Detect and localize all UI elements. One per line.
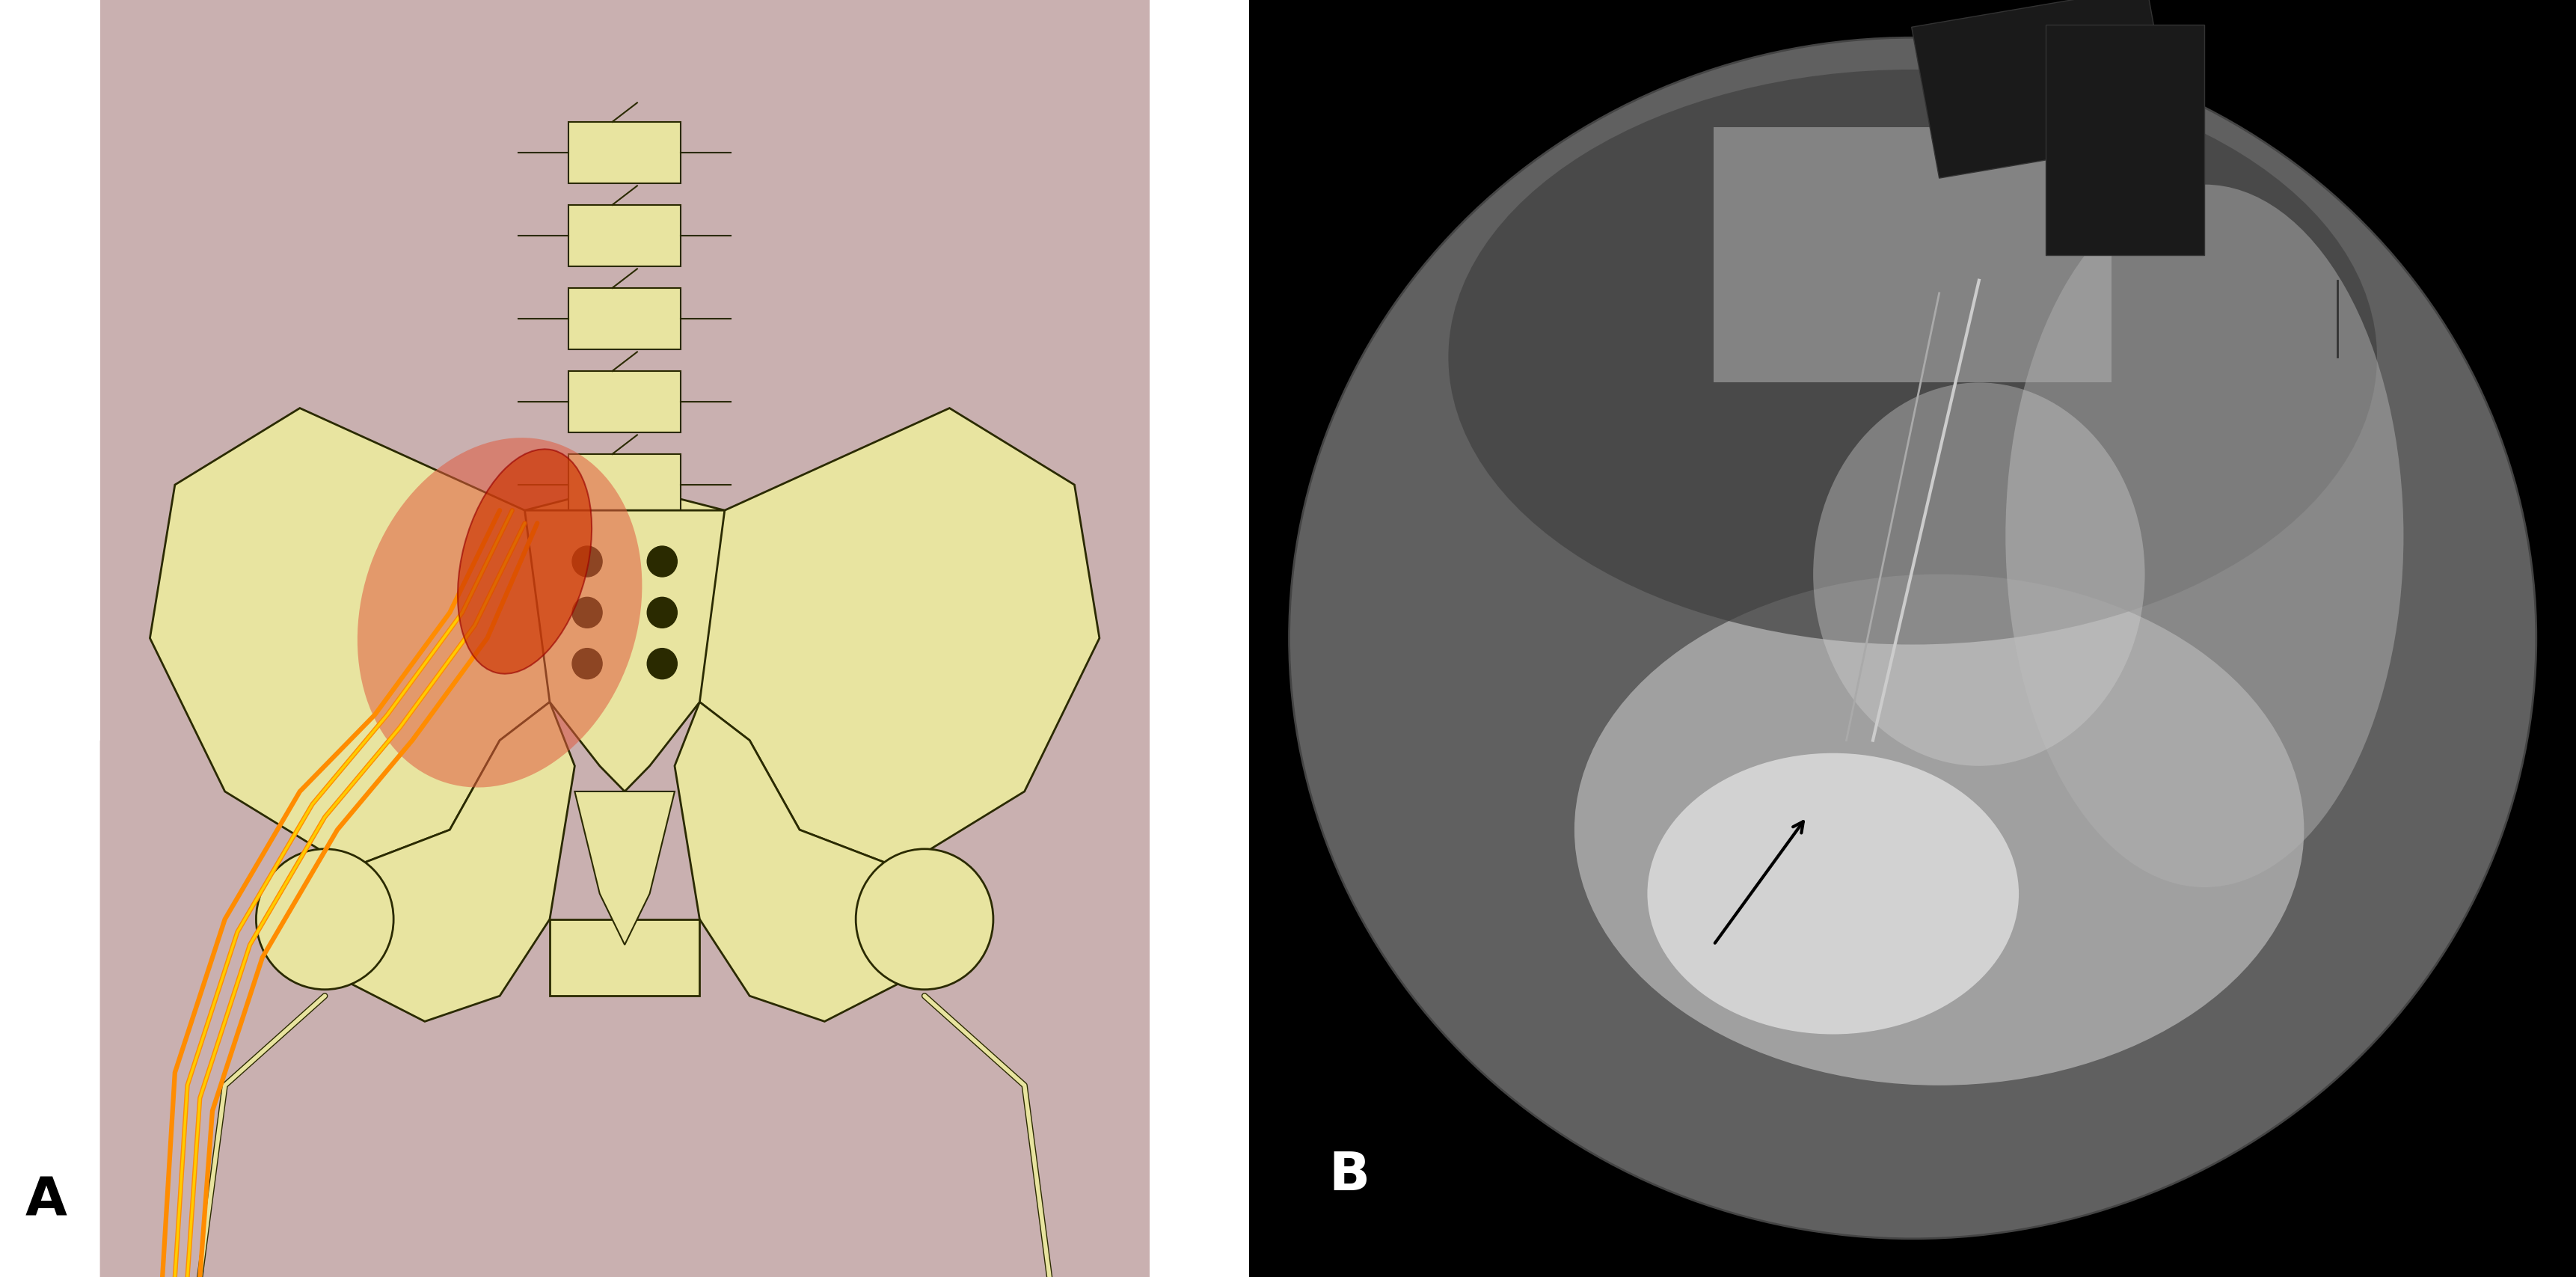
Text: B: B: [1329, 1149, 1370, 1200]
Polygon shape: [675, 702, 925, 1022]
Polygon shape: [526, 511, 724, 792]
Polygon shape: [149, 409, 623, 868]
Ellipse shape: [1448, 70, 2378, 645]
Circle shape: [572, 547, 603, 577]
Bar: [1713, 128, 2112, 383]
Ellipse shape: [459, 450, 592, 674]
Circle shape: [647, 547, 677, 577]
Circle shape: [647, 649, 677, 679]
Circle shape: [572, 598, 603, 628]
Ellipse shape: [1649, 753, 2020, 1034]
Polygon shape: [569, 289, 680, 350]
Polygon shape: [775, 741, 1149, 1277]
Polygon shape: [574, 792, 675, 945]
Polygon shape: [100, 0, 1149, 1277]
Polygon shape: [569, 123, 680, 184]
Polygon shape: [569, 206, 680, 267]
Circle shape: [572, 649, 603, 679]
Ellipse shape: [1814, 383, 2146, 766]
Circle shape: [1288, 38, 2537, 1239]
Polygon shape: [623, 409, 1100, 868]
Circle shape: [855, 849, 994, 990]
Polygon shape: [569, 372, 680, 433]
Circle shape: [255, 849, 394, 990]
Ellipse shape: [358, 438, 641, 788]
Ellipse shape: [1574, 575, 2303, 1085]
Polygon shape: [549, 919, 701, 996]
Circle shape: [647, 598, 677, 628]
Ellipse shape: [2007, 185, 2403, 888]
Polygon shape: [569, 455, 680, 516]
Text: A: A: [26, 1175, 67, 1226]
Polygon shape: [100, 741, 474, 1277]
Bar: [1911, 0, 2174, 179]
Polygon shape: [325, 702, 574, 1022]
Bar: [2045, 26, 2205, 255]
